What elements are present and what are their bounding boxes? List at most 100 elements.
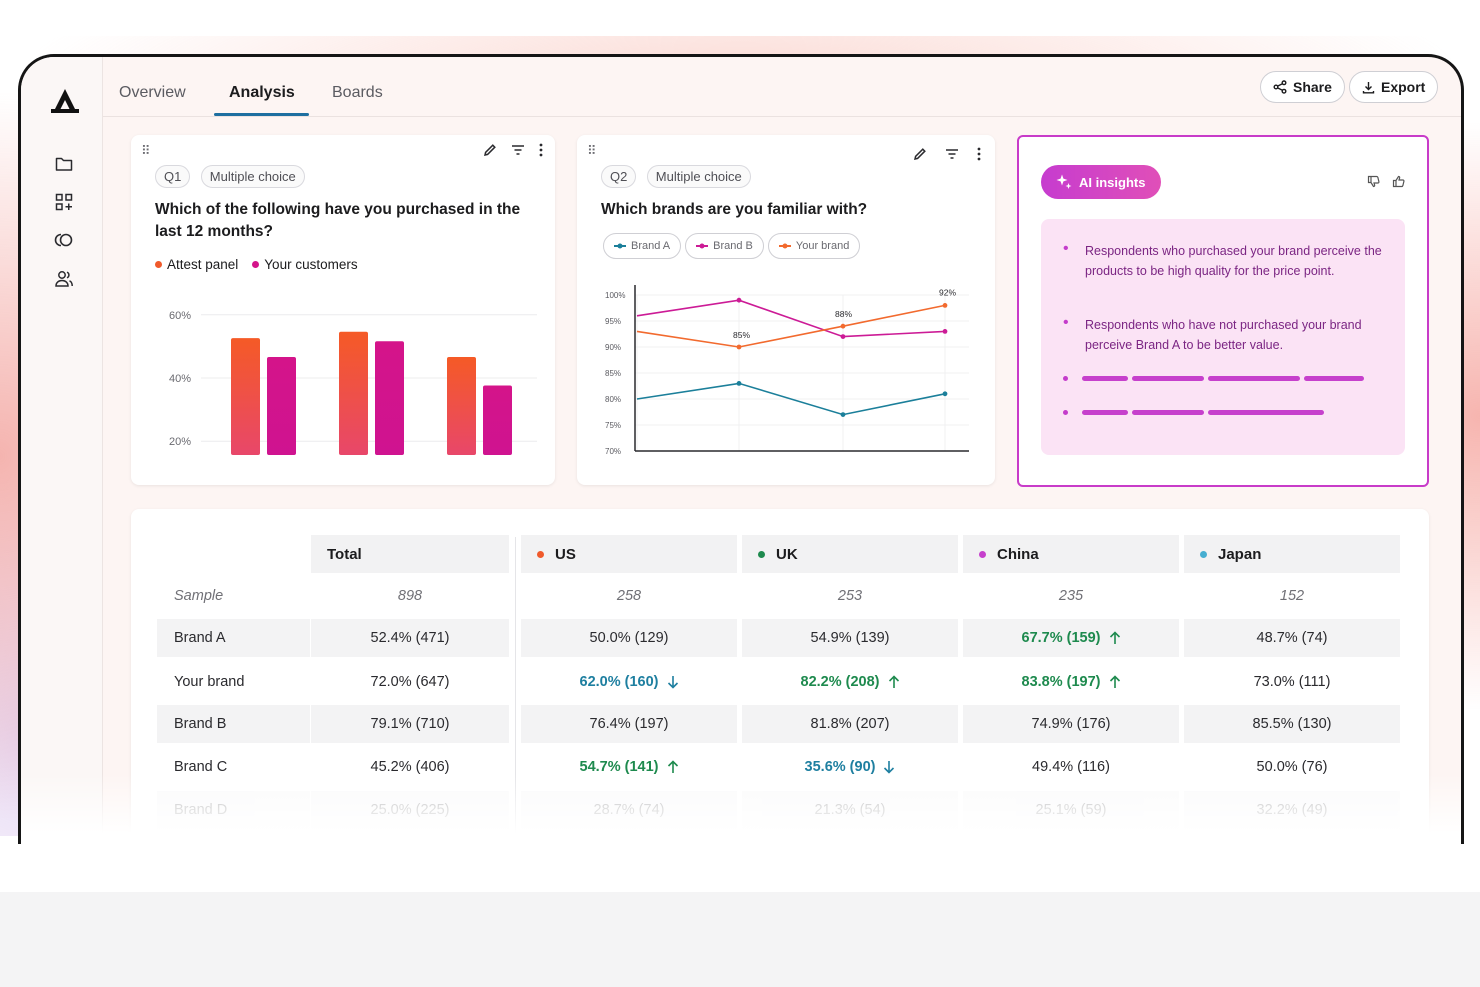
table-cell[interactable]: 76.4% (197) — [521, 705, 737, 743]
legend-chip-your-brand[interactable]: Your brand — [767, 233, 861, 259]
table-cell[interactable]: 52.4% (471) — [311, 619, 509, 657]
bar[interactable] — [339, 331, 368, 455]
row-label: Brand B — [157, 705, 310, 743]
share-button[interactable]: Share — [1260, 71, 1345, 103]
table-cell[interactable]: 50.0% (129) — [521, 619, 737, 657]
y-tick-label: 100% — [605, 291, 625, 300]
table-cell[interactable]: 67.7% (159) — [963, 619, 1179, 657]
thumbs-down-icon[interactable] — [1367, 175, 1380, 188]
tab-overview[interactable]: Overview — [119, 84, 186, 101]
circles-icon[interactable] — [53, 229, 75, 251]
data-point[interactable] — [840, 323, 846, 329]
more-icon[interactable] — [539, 143, 543, 157]
table-cell[interactable]: 82.2% (208) — [742, 663, 958, 701]
table-cell[interactable]: 79.1% (710) — [311, 705, 509, 743]
table-cell[interactable]: 74.9% (176) — [963, 705, 1179, 743]
table-cell[interactable]: 72.0% (647) — [311, 663, 509, 701]
export-button[interactable]: Export — [1349, 71, 1439, 103]
question-number-badge: Q2 — [601, 165, 637, 188]
cell-value: 21.3% (54) — [814, 802, 886, 818]
table-cell[interactable]: 45.2% (406) — [311, 748, 509, 786]
column-header[interactable]: Total — [311, 535, 509, 573]
filter-icon[interactable] — [945, 148, 959, 160]
grid-plus-icon[interactable] — [53, 191, 75, 213]
data-label: 88% — [835, 309, 852, 319]
data-label: 92% — [939, 287, 956, 297]
users-icon[interactable] — [53, 268, 75, 290]
more-icon[interactable] — [977, 147, 981, 161]
bar[interactable] — [483, 385, 512, 455]
question-card-q1: ⠿ Q1 Multiple choice Which of the follow… — [131, 135, 555, 485]
table-cell[interactable]: 49.4% (116) — [963, 748, 1179, 786]
y-tick-label: 90% — [605, 343, 621, 352]
thumbs-up-icon[interactable] — [1392, 175, 1405, 188]
legend-item-attest-panel: Attest panel — [155, 257, 238, 272]
y-tick-label: 70% — [605, 447, 621, 456]
cell-value: 76.4% (197) — [589, 716, 669, 732]
table-cell[interactable]: 83.8% (197) — [963, 663, 1179, 701]
column-header[interactable]: Japan — [1184, 535, 1400, 573]
column-header-label: China — [997, 545, 1039, 563]
legend-chip-brand-a[interactable]: Brand A — [603, 233, 682, 259]
table-cell[interactable]: 48.7% (74) — [1184, 619, 1400, 657]
column-header-label: Japan — [1218, 545, 1262, 563]
data-point[interactable] — [840, 412, 846, 417]
tab-boards[interactable]: Boards — [332, 84, 383, 101]
drag-handle-icon[interactable]: ⠿ — [587, 143, 596, 158]
ai-insights-button[interactable]: AI insights — [1041, 165, 1162, 199]
drag-handle-icon[interactable]: ⠿ — [141, 143, 150, 158]
cell-value: 81.8% (207) — [810, 716, 890, 732]
table-cell[interactable]: 50.0% (76) — [1184, 748, 1400, 786]
data-point[interactable] — [942, 329, 948, 334]
filter-icon[interactable] — [511, 144, 525, 156]
country-color-dot — [1200, 550, 1207, 558]
country-color-dot — [758, 550, 765, 558]
table-cell[interactable]: 32.2% (49) — [1184, 791, 1400, 829]
bar[interactable] — [375, 341, 404, 455]
share-icon — [1273, 80, 1287, 94]
bar[interactable] — [447, 357, 476, 455]
table-cell[interactable]: 62.0% (160) — [521, 663, 737, 701]
country-color-dot — [537, 550, 544, 558]
data-point[interactable] — [942, 303, 948, 308]
bar[interactable] — [231, 338, 260, 455]
folder-icon[interactable] — [53, 153, 75, 175]
table-cell[interactable]: 25.1% (59) — [963, 791, 1179, 829]
logo-icon[interactable] — [51, 87, 79, 115]
table-cell[interactable]: 25.0% (225) — [311, 791, 509, 829]
edit-icon[interactable] — [913, 147, 927, 161]
sample-cell: 253 — [837, 588, 863, 604]
cell-value: 73.0% (111) — [1253, 674, 1331, 690]
table-cell[interactable]: 35.6% (90) — [742, 748, 958, 786]
column-header[interactable]: China — [963, 535, 1179, 573]
table-cell[interactable]: 73.0% (111) — [1184, 663, 1400, 701]
tab-analysis[interactable]: Analysis — [229, 84, 295, 101]
data-point[interactable] — [840, 334, 846, 339]
table-cell[interactable]: 81.8% (207) — [742, 705, 958, 743]
data-point[interactable] — [736, 344, 742, 350]
cell-value: 67.7% (159) — [1021, 630, 1101, 646]
column-header[interactable]: US — [521, 535, 737, 573]
bar[interactable] — [267, 357, 296, 455]
ai-insights-panel: Respondents who purchased your brand per… — [1041, 219, 1405, 455]
data-point[interactable] — [736, 297, 742, 303]
table-cell[interactable]: 85.5% (130) — [1184, 705, 1400, 743]
table-cell[interactable]: 54.7% (141) — [521, 748, 737, 786]
data-point[interactable] — [942, 391, 948, 397]
arrow-down-icon — [883, 760, 895, 774]
bar-chart: 20% 40% 60% — [169, 310, 537, 455]
table-cell[interactable]: 21.3% (54) — [742, 791, 958, 829]
edit-icon[interactable] — [483, 143, 497, 157]
table-cell[interactable]: 28.7% (74) — [521, 791, 737, 829]
cell-value: 32.2% (49) — [1256, 802, 1328, 818]
table-cell[interactable]: 54.9% (139) — [742, 619, 958, 657]
data-label: 85% — [733, 330, 750, 340]
cell-value: 62.0% (160) — [579, 674, 659, 690]
column-header[interactable]: UK — [742, 535, 958, 573]
legend-chip-brand-b[interactable]: Brand B — [685, 233, 764, 259]
data-point[interactable] — [736, 381, 742, 386]
series-line — [636, 304, 946, 348]
sample-cell: 152 — [1279, 588, 1305, 604]
sidebar — [21, 57, 103, 844]
cell-value: 25.0% (225) — [370, 802, 450, 818]
